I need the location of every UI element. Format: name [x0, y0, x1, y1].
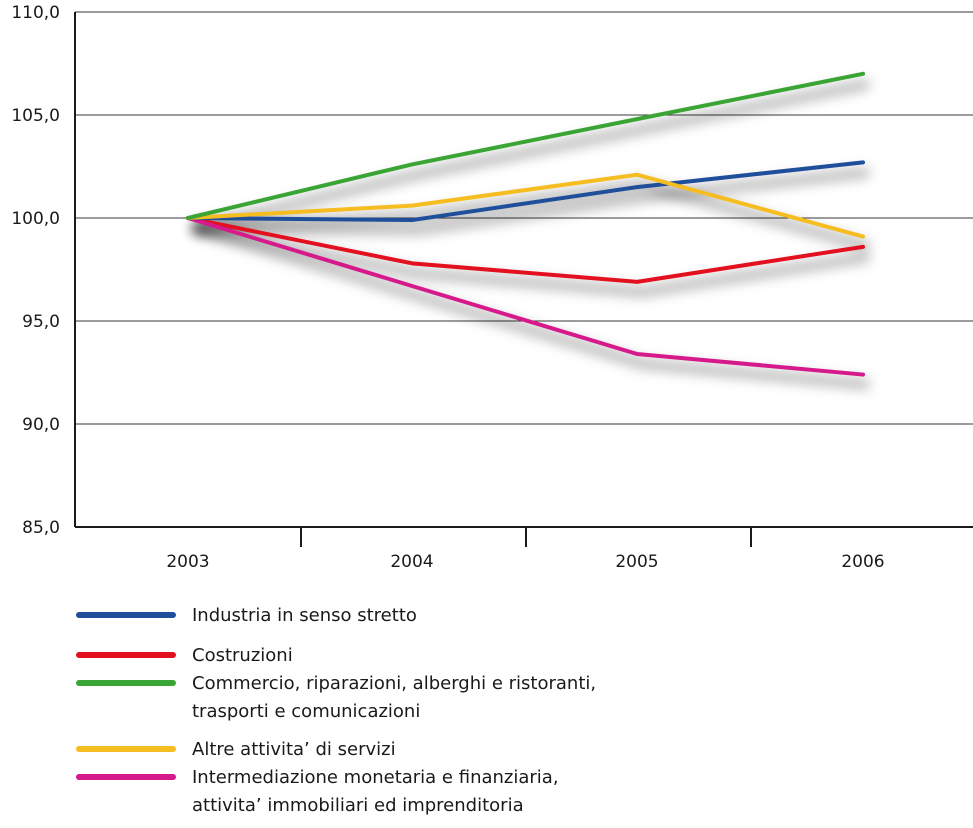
y-tick-label: 110,0: [11, 3, 60, 23]
series-line-2: [186, 71, 865, 220]
series-line-1: [186, 216, 865, 284]
x-tick-label: 2003: [166, 552, 209, 572]
series-shadow-3: [193, 179, 871, 252]
legend-label-industria: Industria in senso stretto: [192, 605, 417, 626]
y-tick-label: 105,0: [11, 106, 60, 126]
series-line-3: [186, 172, 865, 239]
legend-label-intermediazione: Intermediazione monetaria e finanziaria,…: [192, 767, 559, 816]
y-axis-ticks: 85,0 90,0 95,0 100,0 105,0 110,0: [11, 3, 60, 538]
y-tick-label: 95,0: [22, 312, 60, 332]
series-shadow-0: [193, 167, 870, 236]
x-axis: 2003 2004 2005 2006: [74, 12, 973, 572]
x-tick-label: 2006: [841, 552, 884, 572]
series-shadow-2: [192, 78, 870, 233]
y-tick-label: 90,0: [22, 415, 60, 435]
line-shadows: [192, 78, 871, 390]
legend-swatch-commercio: [76, 680, 176, 686]
x-tick-label: 2005: [615, 552, 658, 572]
legend-label-altre-attivita: Altre attivita’ di servizi: [192, 739, 396, 760]
series-shadow-4: [192, 223, 870, 390]
y-tick-label: 100,0: [11, 209, 60, 229]
legend-label-commercio: Commercio, riparazioni, alberghi e risto…: [192, 673, 597, 722]
y-tick-label: 85,0: [22, 518, 60, 538]
series-lines: [186, 71, 865, 377]
legend-swatch-industria: [76, 612, 176, 618]
line-chart: 85,0 90,0 95,0 100,0 105,0 110,0 2003 2004 2005…: [11, 3, 973, 572]
legend-swatch-altre-attivita: [76, 746, 176, 752]
legend-label-costruzioni: Costruzioni: [192, 645, 293, 666]
x-tick-label: 2004: [390, 552, 433, 572]
series-shadow-1: [193, 223, 870, 297]
series-line-0: [186, 160, 865, 223]
legend-swatch-intermediazione: [76, 774, 176, 780]
legend-swatch-costruzioni: [76, 652, 176, 658]
series-line-4: [186, 216, 865, 377]
